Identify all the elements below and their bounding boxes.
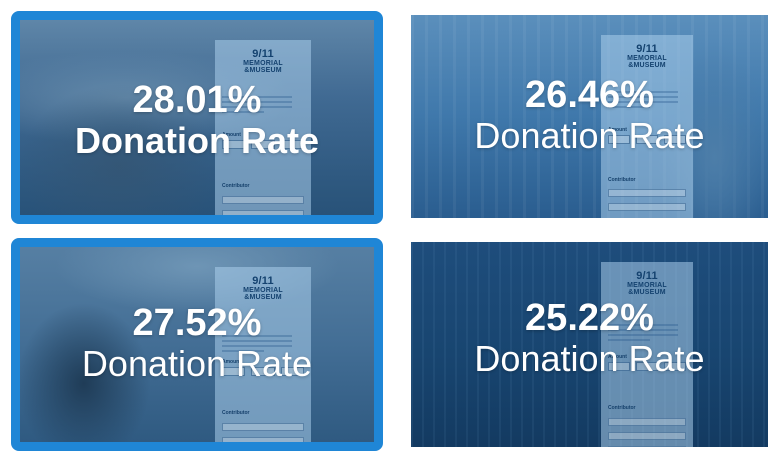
background-photo bbox=[411, 15, 768, 218]
donation-rate-label: Donation Rate bbox=[81, 343, 313, 384]
variant-tile-3[interactable]: 9/11 MEMORIAL &MUSEUM Amount Contributor 2… bbox=[11, 238, 383, 451]
background-photo bbox=[411, 242, 768, 447]
donation-rate-label: Donation Rate bbox=[474, 338, 705, 379]
donation-rate-value: 25.22% bbox=[525, 297, 654, 339]
background-photo bbox=[20, 247, 374, 442]
donation-form-mock: 9/11 MEMORIAL &MUSEUM Amount Contributor bbox=[601, 35, 693, 218]
donation-form-mock: 9/11 MEMORIAL &MUSEUM Amount Contributor bbox=[215, 40, 311, 215]
museum-logo: 9/11 MEMORIAL &MUSEUM bbox=[243, 275, 283, 301]
museum-logo: 9/11 MEMORIAL &MUSEUM bbox=[627, 270, 667, 296]
variant-tile-2[interactable]: 9/11 MEMORIAL &MUSEUM Amount Contributor 2… bbox=[411, 15, 768, 218]
donation-rate-value: 26.46% bbox=[525, 74, 654, 116]
donation-rate-value: 27.52% bbox=[132, 302, 262, 344]
donation-form-mock: 9/11 MEMORIAL &MUSEUM Amount Contributor bbox=[215, 267, 311, 442]
variant-tile-4[interactable]: 9/11 MEMORIAL &MUSEUM Amount Contributor 2… bbox=[411, 242, 768, 447]
museum-logo: 9/11 MEMORIAL &MUSEUM bbox=[627, 43, 667, 69]
variant-tile-1[interactable]: 9/11 MEMORIAL &MUSEUM Amount Contributor 2… bbox=[11, 11, 383, 224]
donation-rate-value: 28.01% bbox=[132, 79, 262, 121]
museum-logo: 9/11 MEMORIAL &MUSEUM bbox=[243, 48, 283, 74]
donation-rate-label: Donation Rate bbox=[474, 115, 705, 156]
donation-rate-label: Donation Rate bbox=[74, 120, 319, 161]
background-photo bbox=[20, 20, 374, 215]
donation-form-mock: 9/11 MEMORIAL &MUSEUM Amount Contributor bbox=[601, 262, 693, 447]
